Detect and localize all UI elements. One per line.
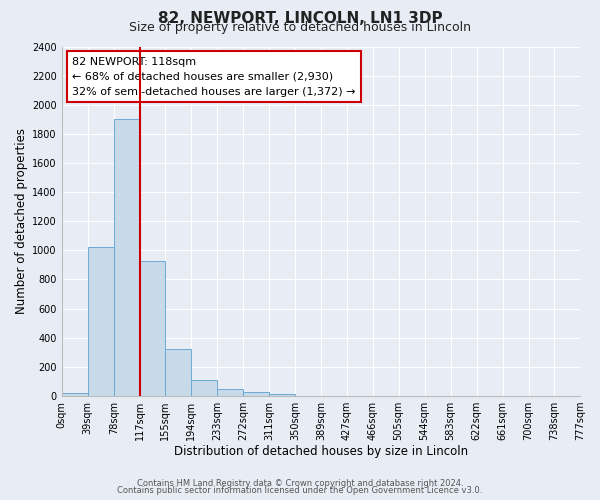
Text: Contains public sector information licensed under the Open Government Licence v3: Contains public sector information licen… (118, 486, 482, 495)
Bar (165, 350, 191, 396)
Bar (269, 394, 295, 396)
Text: Size of property relative to detached houses in Lincoln: Size of property relative to detached ho… (129, 21, 471, 34)
Text: 82 NEWPORT: 118sqm
← 68% of detached houses are smaller (2,930)
32% of semi-deta: 82 NEWPORT: 118sqm ← 68% of detached hou… (72, 57, 356, 96)
Bar (88, 248, 114, 396)
Text: Contains HM Land Registry data © Crown copyright and database right 2024.: Contains HM Land Registry data © Crown c… (137, 478, 463, 488)
Bar (62, 393, 88, 396)
Bar (114, 120, 140, 396)
Bar (217, 390, 243, 396)
Y-axis label: Number of detached properties: Number of detached properties (15, 128, 28, 314)
X-axis label: Distribution of detached houses by size in Lincoln: Distribution of detached houses by size … (174, 444, 468, 458)
Text: 82, NEWPORT, LINCOLN, LN1 3DP: 82, NEWPORT, LINCOLN, LN1 3DP (158, 11, 442, 26)
Bar (191, 380, 217, 396)
Bar (140, 260, 165, 396)
Bar (243, 392, 269, 396)
